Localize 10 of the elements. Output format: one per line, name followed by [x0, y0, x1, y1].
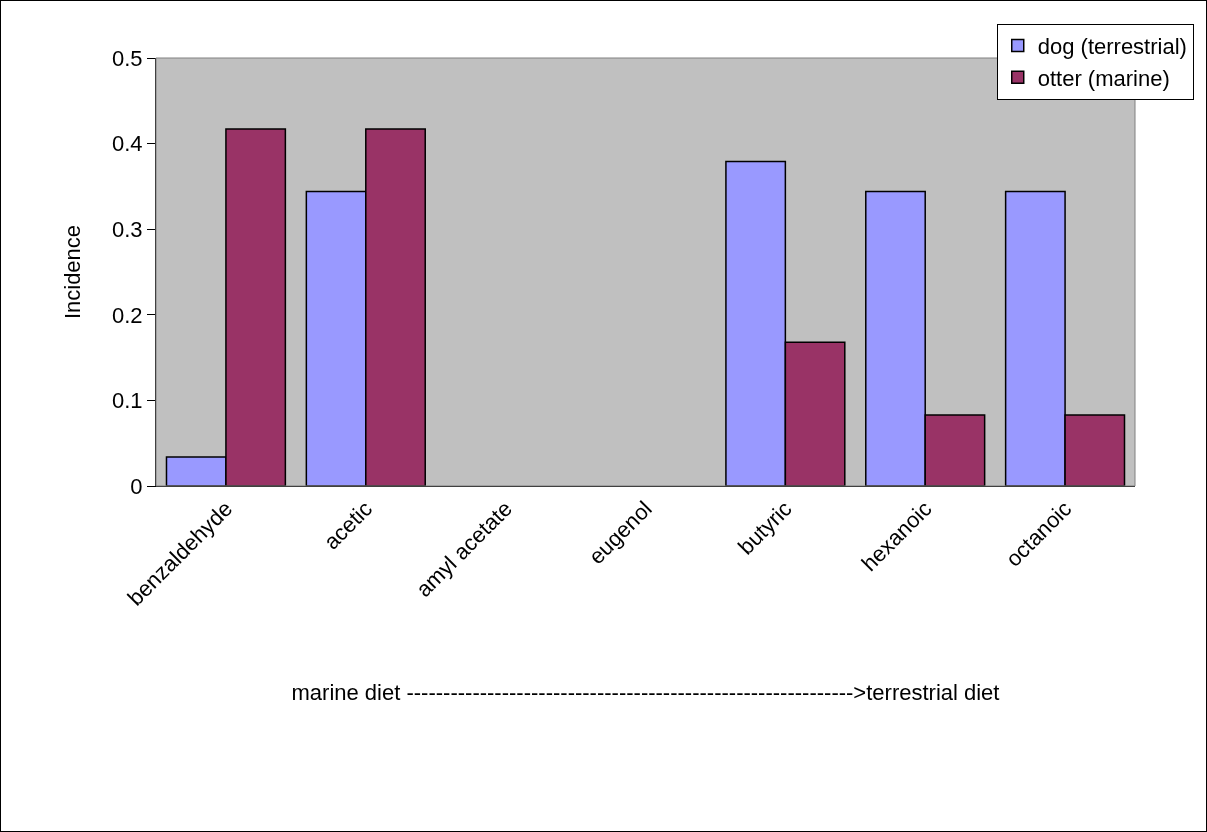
legend-label: dog (terrestrial): [1037, 34, 1187, 60]
y-axis-title: Incidence: [59, 224, 85, 320]
y-tick-label: 0.2: [112, 302, 143, 328]
x-axis-title: marine diet ------------------------------------------------------------->terrestrial diet: [291, 680, 1000, 706]
y-tick-label: 0.4: [112, 131, 143, 157]
y-tick-label: 0.3: [112, 216, 143, 242]
y-tick-label: 0: [130, 473, 143, 499]
y-tick-label: 0.5: [112, 45, 143, 71]
legend-label: otter (marine): [1037, 65, 1170, 91]
y-tick-label: 0.1: [112, 388, 143, 414]
